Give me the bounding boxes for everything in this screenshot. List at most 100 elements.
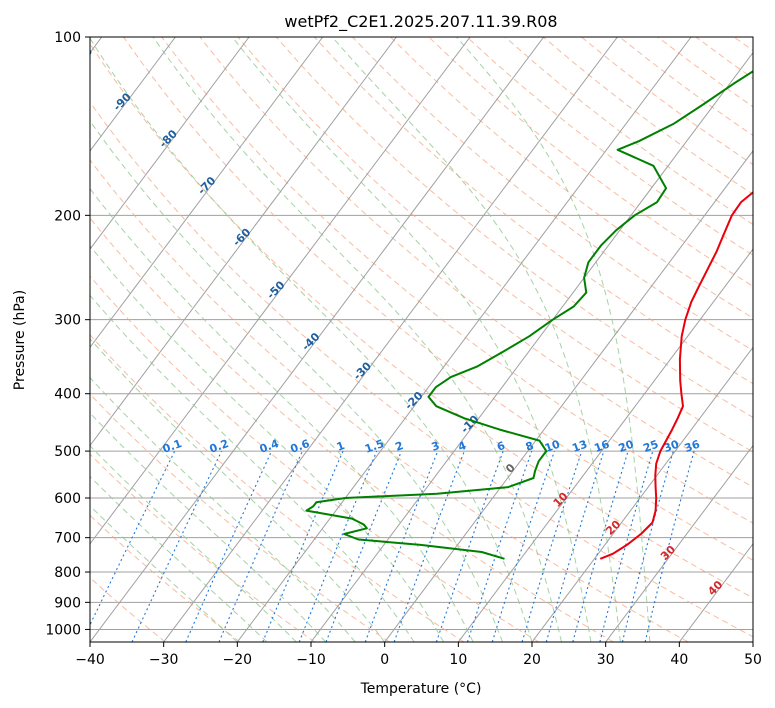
x-axis-label: Temperature (°C)	[360, 681, 482, 697]
x-tick-label: 40	[670, 652, 688, 668]
y-tick-label: 700	[54, 531, 81, 547]
isotherm-line	[90, 37, 471, 545]
mixing-ratio-line	[599, 450, 654, 642]
mixing-ratio-label: 0.6	[289, 437, 312, 456]
isotherm-line	[384, 150, 753, 642]
series-layer	[305, 70, 753, 560]
dry-adiabat-line	[313, 37, 753, 385]
mixing-ratio-label: 2	[393, 439, 405, 454]
moist-adiabat-line	[152, 37, 562, 642]
moist-adiabat-line	[90, 475, 268, 642]
dry-adiabat-line	[90, 453, 315, 642]
isotherm-line	[236, 37, 692, 642]
dry-adiabat-line	[90, 159, 689, 642]
dry-adiabat-line	[90, 275, 540, 642]
moist-adiabat-line	[90, 505, 238, 642]
dry-adiabat-line	[352, 37, 753, 352]
isotherm-line	[90, 37, 397, 447]
dry-adiabat-line	[90, 577, 166, 642]
y-tick-label: 400	[54, 387, 81, 403]
dry-adiabat-line	[161, 37, 753, 524]
mixing-ratio-label: 20	[617, 438, 636, 456]
isotherm-line	[752, 641, 753, 642]
isotherm-line	[90, 37, 176, 152]
mixing-ratio-line	[491, 450, 555, 642]
dry-adiabat-line	[390, 37, 753, 319]
mixing-ratio-line	[572, 450, 629, 642]
dry-adiabat-line	[90, 43, 753, 599]
isotherm-line	[457, 248, 753, 642]
isotherm-line	[531, 346, 753, 642]
mixing-ratio-label: 1.5	[363, 437, 386, 456]
mixing-ratio-label: 0.1	[161, 437, 184, 456]
y-tick-label: 600	[54, 491, 81, 507]
mixing-ratio-line	[262, 450, 344, 642]
y-tick-label: 100	[54, 30, 81, 46]
mixing-ratio-line	[218, 450, 303, 642]
x-tick-label: 50	[744, 652, 762, 668]
mixing-ratio-label: 25	[641, 438, 660, 455]
background-lines	[90, 37, 753, 642]
dewpoint-profile-line	[305, 70, 753, 560]
mixing-ratio-line	[435, 450, 504, 642]
mixing-ratio-line	[298, 450, 378, 642]
isotherm-line	[90, 37, 545, 642]
y-tick-label: 500	[54, 444, 81, 460]
mixing-ratio-line	[185, 450, 273, 642]
mixing-ratio-line	[131, 450, 223, 642]
y-tick-label: 800	[54, 565, 81, 581]
moist-adiabat-line	[231, 37, 592, 642]
dry-adiabat-line	[90, 393, 390, 642]
x-tick-label: 20	[523, 652, 541, 668]
plot-frame	[89, 36, 754, 643]
isotherm-line	[605, 444, 753, 642]
chart-title: wetPf2_C2E1.2025.207.11.39.R08	[284, 12, 557, 32]
x-tick-label: 0	[380, 652, 389, 668]
mixing-ratio-label: 30	[662, 438, 681, 456]
x-tick-label: −10	[296, 652, 326, 668]
mixing-ratio-label: 1	[335, 439, 347, 454]
x-tick-label: 10	[449, 652, 467, 668]
y-axis-label: Pressure (hPa)	[12, 290, 28, 390]
mixing-ratio-line	[644, 450, 695, 642]
moist-adiabat-line	[90, 445, 297, 642]
dry-adiabat-line	[123, 37, 753, 561]
x-axis-ticks: −40 −30 −20 −10 0 10 20 30 40 50	[75, 642, 762, 668]
temperature-profile-line	[599, 191, 753, 560]
mixing-ratio-line	[325, 450, 403, 642]
y-axis-ticks: 100 200 300 400 500 600 700 800 900 1000	[45, 30, 90, 638]
mixing-ratio-label: 13	[570, 438, 589, 455]
mixing-ratio-label: 8	[524, 439, 536, 454]
mixing-ratio-label: 6	[495, 439, 507, 454]
mixing-ratio-line	[364, 450, 439, 642]
y-tick-label: 1000	[45, 622, 81, 638]
y-tick-label: 200	[54, 208, 81, 224]
mixing-ratio-line	[545, 450, 605, 642]
mixing-ratio-label: 16	[592, 438, 611, 456]
dry-adiabat-line	[90, 217, 614, 642]
mixing-ratio-line	[621, 450, 674, 642]
mixing-ratio-label: 3	[430, 439, 442, 454]
moist-adiabat-line	[90, 412, 327, 642]
x-tick-label: 30	[597, 652, 615, 668]
moist-adiabat-line	[90, 120, 503, 642]
mixing-ratio-line	[90, 450, 176, 627]
isotherm-line	[90, 37, 250, 250]
mixing-ratio-label: 0.2	[208, 437, 231, 456]
moist-adiabat-line	[90, 338, 386, 642]
isotherm-line	[163, 37, 618, 642]
dry-adiabat-line	[90, 334, 465, 642]
mixing-ratio-label: 36	[683, 438, 702, 456]
x-tick-label: −40	[75, 652, 105, 668]
y-tick-label: 300	[54, 313, 81, 329]
moist-adiabat-line	[331, 37, 621, 642]
x-tick-label: −20	[223, 652, 253, 668]
moist-adiabat-line	[456, 37, 651, 642]
x-tick-label: −30	[149, 652, 179, 668]
mixing-ratio-label: 4	[456, 439, 468, 454]
mixing-ratio-line	[521, 450, 583, 642]
moist-adiabat-line	[90, 37, 533, 642]
mixing-ratio-line	[466, 450, 533, 642]
mixing-ratio-label: 0.4	[258, 437, 281, 456]
